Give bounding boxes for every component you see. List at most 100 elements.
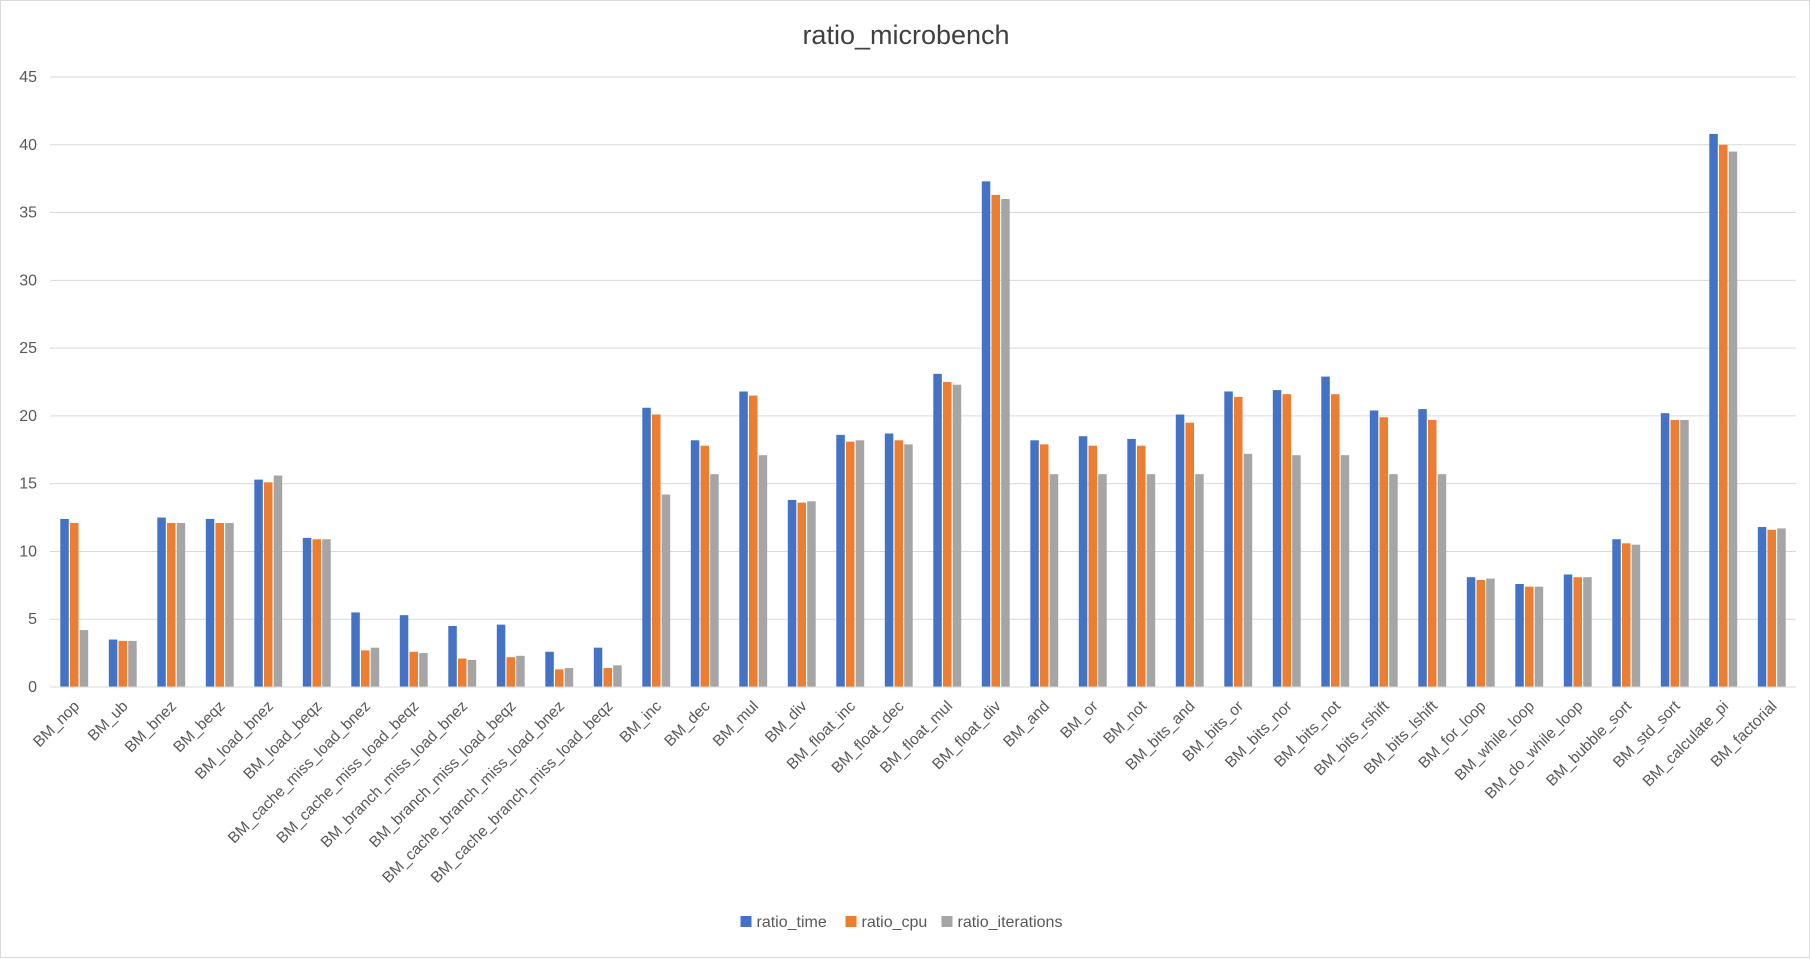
x-tick-label: BM_cache_branch_miss_load_bnez <box>379 698 568 887</box>
bar-ratio-iterations-bm-do-while-loop <box>1583 577 1592 687</box>
bar-ratio-cpu-bm-ub <box>118 640 127 687</box>
bar-ratio-time-bm-for-loop <box>1466 577 1476 687</box>
bar-ratio-iterations-bm-dec <box>710 474 719 687</box>
bar-ratio-iterations-bm-and <box>1049 474 1059 687</box>
bar-ratio-cpu-bm-bits-rshift <box>1379 417 1388 687</box>
bars <box>60 133 1786 687</box>
bar-ratio-iterations-bm-while-loop <box>1534 586 1544 687</box>
x-tick-label: BM_cache_branch_miss_load_beqz <box>428 698 617 887</box>
bar-ratio-iterations-bm-float-inc <box>855 440 865 687</box>
bar-ratio-cpu-bm-inc <box>652 414 661 687</box>
bar-ratio-time-bm-calculate-pi <box>1709 133 1718 687</box>
bar-ratio-time-bm-bits-lshift <box>1418 409 1427 687</box>
bar-ratio-cpu-bm-mul <box>749 395 758 687</box>
bar-ratio-time-bm-ub <box>108 639 118 687</box>
x-tick-label: BM_inc <box>617 698 666 747</box>
bar-ratio-iterations-bm-calculate-pi <box>1728 151 1738 687</box>
bar-ratio-time-bm-bits-rshift <box>1369 410 1379 687</box>
bar-ratio-time-bm-bits-or <box>1224 391 1233 687</box>
bar-ratio-cpu-bm-branch-miss-load-bnez <box>458 658 467 687</box>
y-tick-label: 5 <box>28 611 37 628</box>
bar-ratio-iterations-bm-branch-miss-load-bnez <box>467 659 477 687</box>
bar-ratio-cpu-bm-bits-not <box>1331 394 1340 687</box>
bar-ratio-cpu-bm-std-sort <box>1670 419 1679 687</box>
bar-ratio-time-bm-not <box>1127 438 1136 687</box>
x-tick-label: BM_nop <box>30 698 83 751</box>
bar-ratio-iterations-bm-bits-not <box>1340 455 1350 687</box>
bar-ratio-cpu-bm-for-loop <box>1476 579 1485 687</box>
bar-ratio-cpu-bm-nop <box>70 522 79 687</box>
bar-ratio-cpu-bm-cache-miss-load-bnez <box>361 650 370 687</box>
legend-item-ratio-time: ratio_time <box>740 914 827 931</box>
x-tick-label: BM_or <box>1057 698 1101 742</box>
bar-ratio-time-bm-float-div <box>981 181 991 687</box>
x-tick-label: BM_calculate_pi <box>1640 698 1732 790</box>
bar-ratio-iterations-bm-bits-lshift <box>1437 474 1447 687</box>
bar-ratio-cpu-bm-float-inc <box>846 441 855 687</box>
bar-ratio-time-bm-branch-miss-load-beqz <box>496 624 506 687</box>
x-tick-label: BM_dec <box>661 698 713 750</box>
bar-ratio-iterations-bm-ub <box>128 640 137 687</box>
x-tick-label: BM_mul <box>710 698 762 750</box>
y-tick-label: 40 <box>19 137 37 154</box>
bar-ratio-iterations-bm-float-div <box>1001 199 1010 687</box>
bar-ratio-iterations-bm-inc <box>661 494 671 687</box>
bar-ratio-cpu-bm-bits-or <box>1234 396 1243 687</box>
grid-lines <box>50 76 1796 620</box>
bar-ratio-cpu-bm-dec <box>700 445 709 687</box>
legend-item-ratio-cpu: ratio_cpu <box>845 914 928 931</box>
bar-ratio-time-bm-mul <box>739 391 748 687</box>
x-tick-label: BM_bnez <box>122 698 180 756</box>
bar-ratio-cpu-bm-load-beqz <box>312 539 321 687</box>
bar-ratio-cpu-bm-or <box>1088 445 1097 687</box>
legend-label-ratio-cpu: ratio_cpu <box>862 914 928 931</box>
bar-ratio-cpu-bm-do-while-loop <box>1573 577 1582 687</box>
bar-ratio-time-bm-inc <box>642 407 651 687</box>
bar-ratio-iterations-bm-bits-nor <box>1292 455 1301 687</box>
bar-ratio-iterations-bm-cache-miss-load-bnez <box>370 647 380 687</box>
bar-ratio-iterations-bm-bits-and <box>1195 474 1204 687</box>
chart-title: ratio_microbench <box>802 20 1009 50</box>
bar-ratio-cpu-bm-bnez <box>167 522 176 687</box>
bar-ratio-iterations-bm-float-dec <box>904 444 913 687</box>
bar-ratio-time-bm-load-beqz <box>302 537 312 687</box>
bar-ratio-iterations-bm-cache-branch-miss-load-beqz <box>613 665 622 687</box>
bar-ratio-cpu-bm-while-loop <box>1525 586 1534 687</box>
legend-swatch-ratio-cpu <box>845 916 857 927</box>
bar-ratio-time-bm-float-inc <box>836 434 845 687</box>
bar-ratio-time-bm-bits-and <box>1175 414 1185 687</box>
bar-ratio-time-bm-do-while-loop <box>1563 574 1573 687</box>
bar-ratio-iterations-bm-cache-miss-load-beqz <box>419 653 428 687</box>
bar-ratio-time-bm-cache-miss-load-beqz <box>399 615 409 687</box>
y-tick-label: 35 <box>19 205 37 222</box>
x-tick-label: BM_bubble_sort <box>1543 697 1635 789</box>
y-tick-label: 25 <box>19 340 37 357</box>
bar-ratio-time-bm-float-mul <box>933 373 942 687</box>
bar-ratio-iterations-bm-float-mul <box>952 384 962 687</box>
y-tick-label: 10 <box>19 543 37 560</box>
bar-ratio-iterations-bm-bnez <box>176 522 186 687</box>
legend-item-ratio-iterations: ratio_iterations <box>941 914 1063 931</box>
bar-ratio-time-bm-cache-branch-miss-load-beqz <box>593 647 603 687</box>
bar-ratio-cpu-bm-calculate-pi <box>1719 144 1728 687</box>
bar-ratio-time-bm-or <box>1078 436 1088 687</box>
legend-swatch-ratio-iterations <box>941 916 953 927</box>
bar-ratio-cpu-bm-beqz <box>215 522 224 687</box>
bar-ratio-iterations-bm-branch-miss-load-beqz <box>516 655 525 687</box>
bar-ratio-time-bm-bits-nor <box>1272 390 1282 687</box>
bar-ratio-cpu-bm-load-bnez <box>264 482 273 687</box>
bar-ratio-time-bm-beqz <box>205 518 215 687</box>
legend-label-ratio-iterations: ratio_iterations <box>958 914 1063 931</box>
bar-ratio-cpu-bm-branch-miss-load-beqz <box>506 657 515 687</box>
bar-ratio-iterations-bm-factorial <box>1777 528 1786 687</box>
bar-ratio-cpu-bm-cache-branch-miss-load-beqz <box>603 668 612 687</box>
bar-ratio-cpu-bm-cache-miss-load-beqz <box>409 651 418 687</box>
bar-ratio-iterations-bm-load-bnez <box>273 475 283 687</box>
x-tick-label: BM_ub <box>85 698 132 745</box>
bar-ratio-cpu-bm-bits-and <box>1185 422 1194 687</box>
bar-ratio-time-bm-div <box>787 499 797 687</box>
bar-ratio-cpu-bm-cache-branch-miss-load-bnez <box>555 669 564 687</box>
bar-ratio-cpu-bm-factorial <box>1767 529 1776 687</box>
